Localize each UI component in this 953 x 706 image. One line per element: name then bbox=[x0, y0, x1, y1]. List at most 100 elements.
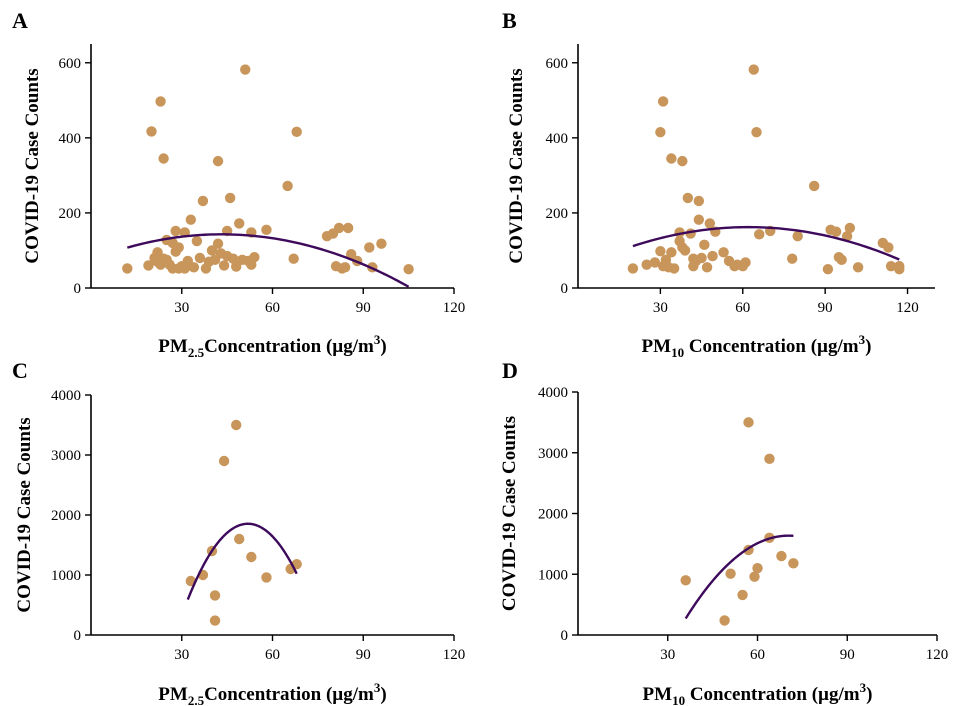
y-tick-label: 2000 bbox=[538, 507, 568, 523]
data-point bbox=[291, 126, 302, 138]
x-tick-label: 60 bbox=[750, 647, 765, 663]
x-tick-label: 120 bbox=[443, 300, 466, 316]
data-point bbox=[749, 571, 760, 582]
data-point bbox=[155, 96, 166, 107]
y-tick-label: 400 bbox=[546, 131, 569, 147]
chart-panel-d: D 0 1000 2000 3000 4000 30 60 90 120 COVID-19 Case… bbox=[499, 358, 948, 706]
x-tick-label: 120 bbox=[926, 647, 949, 663]
y-tick-label: 200 bbox=[546, 206, 569, 222]
data-point bbox=[403, 264, 414, 275]
fit-curve bbox=[632, 225, 900, 261]
x-tick-label: 120 bbox=[443, 647, 466, 663]
y-axis-label: COVID-19 Case Counts bbox=[506, 68, 527, 263]
fit-curve bbox=[684, 534, 794, 620]
data-point bbox=[668, 263, 680, 274]
data-point bbox=[261, 572, 272, 583]
data-point bbox=[743, 417, 754, 428]
data-point bbox=[841, 230, 853, 242]
data-point bbox=[218, 455, 230, 467]
data-point bbox=[246, 551, 257, 563]
panel-letter: B bbox=[502, 8, 517, 33]
y-tick-label: 0 bbox=[561, 628, 569, 644]
data-point bbox=[333, 222, 345, 234]
data-point bbox=[212, 155, 224, 167]
y-tick-label: 4000 bbox=[538, 385, 568, 401]
fit-curve bbox=[126, 233, 410, 288]
data-point bbox=[364, 242, 375, 253]
fit-curve bbox=[186, 522, 298, 601]
data-point bbox=[191, 235, 203, 247]
data-point bbox=[209, 615, 221, 626]
data-point bbox=[680, 575, 691, 586]
data-point bbox=[737, 589, 748, 601]
data-point bbox=[288, 253, 299, 264]
data-point bbox=[704, 218, 716, 229]
x-tick-label: 60 bbox=[735, 300, 750, 316]
data-point bbox=[666, 247, 677, 258]
data-point bbox=[792, 230, 803, 242]
y-tick-label: 600 bbox=[59, 56, 82, 72]
data-point bbox=[707, 250, 718, 262]
x-tick-label: 30 bbox=[174, 300, 189, 316]
data-point bbox=[173, 242, 184, 253]
y-tick-label: 4000 bbox=[51, 388, 81, 404]
data-point bbox=[240, 64, 251, 75]
data-point bbox=[693, 195, 705, 207]
y-tick-label: 1000 bbox=[51, 568, 81, 584]
data-point bbox=[822, 264, 834, 275]
data-point bbox=[206, 245, 218, 256]
data-point bbox=[808, 180, 820, 192]
y-tick-label: 0 bbox=[74, 281, 82, 297]
x-axis-label: PM2.5Concentration (µg/m3) bbox=[158, 332, 386, 360]
data-point bbox=[725, 568, 736, 579]
data-point bbox=[693, 214, 705, 225]
panel-letter: D bbox=[502, 358, 518, 383]
data-point bbox=[282, 180, 293, 192]
data-point bbox=[339, 262, 351, 273]
y-tick-label: 2000 bbox=[51, 508, 81, 524]
x-axis-label: PM2.5Concentration (µg/m3) bbox=[158, 680, 386, 706]
x-tick-label: 90 bbox=[356, 300, 371, 316]
data-point bbox=[158, 153, 169, 164]
y-tick-label: 3000 bbox=[51, 448, 81, 464]
data-point bbox=[224, 192, 236, 204]
data-point bbox=[146, 126, 157, 137]
data-point bbox=[787, 253, 798, 264]
data-point bbox=[885, 261, 897, 272]
chart-panel-b: B 0 200 400 600 30 60 90 120 COVID-19 Case Counts… bbox=[502, 8, 935, 360]
x-tick-label: 30 bbox=[174, 647, 189, 663]
data-point bbox=[122, 263, 133, 274]
data-point bbox=[194, 252, 206, 264]
data-point bbox=[261, 224, 272, 236]
data-point bbox=[751, 127, 762, 138]
data-point bbox=[682, 192, 694, 204]
y-tick-label: 400 bbox=[59, 131, 82, 147]
x-tick-label: 90 bbox=[840, 647, 855, 663]
data-point bbox=[234, 218, 245, 229]
x-tick-label: 30 bbox=[653, 300, 668, 316]
data-point bbox=[830, 226, 842, 237]
x-tick-label: 60 bbox=[265, 647, 280, 663]
panel-letter: A bbox=[12, 8, 28, 33]
x-axis-label: PM10 Concentration (µg/m3) bbox=[643, 680, 873, 706]
x-tick-label: 30 bbox=[660, 647, 675, 663]
x-tick-label: 60 bbox=[265, 300, 280, 316]
x-tick-label: 90 bbox=[356, 647, 371, 663]
data-point bbox=[748, 64, 759, 75]
y-tick-label: 0 bbox=[74, 628, 82, 644]
data-point bbox=[188, 262, 200, 273]
data-point bbox=[641, 259, 652, 270]
data-point bbox=[231, 261, 242, 272]
y-tick-label: 200 bbox=[59, 206, 82, 222]
data-point bbox=[740, 257, 751, 268]
panel-letter: C bbox=[12, 358, 28, 383]
data-point bbox=[883, 242, 894, 253]
data-point bbox=[844, 222, 856, 234]
data-point bbox=[209, 590, 221, 601]
data-point bbox=[342, 222, 354, 234]
data-point bbox=[754, 229, 765, 240]
data-point bbox=[185, 214, 197, 225]
y-axis-label: COVID-19 Case Counts bbox=[22, 68, 43, 263]
chart-panel-a: A 0 200 400 600 30 60 90 120 COVID-19 Case Counts… bbox=[12, 8, 465, 360]
